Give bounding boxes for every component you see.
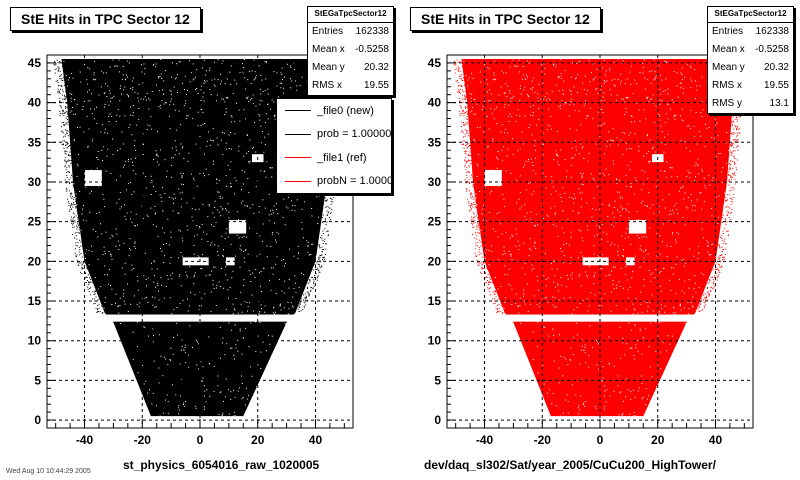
stats-box: StEGaTpcSector12 Entries 162338 Mean x -0.…	[707, 6, 794, 114]
stats-header: StEGaTpcSector12	[708, 7, 793, 23]
legend-entry: probN = 1.000000	[277, 170, 391, 194]
legend-entry: prob = 1.000000	[277, 123, 391, 147]
x-axis-title: st_physics_6054016_raw_1020005	[123, 458, 320, 472]
y-tick-label: 15	[28, 294, 42, 308]
legend-line-red	[285, 180, 311, 182]
y-tick-label: 35	[28, 135, 42, 149]
y-tick-label: 45	[28, 56, 42, 70]
legend-entry: _file1 (ref)	[277, 146, 391, 170]
y-tick-label: 15	[428, 294, 442, 308]
legend-entry: _file0 (new)	[277, 99, 391, 123]
y-tick-label: 5	[34, 373, 41, 387]
y-tick-label: 40	[28, 96, 42, 110]
y-tick-label: 25	[28, 215, 42, 229]
x-tick-label: 0	[197, 433, 204, 447]
x-tick-label: -40	[76, 433, 94, 447]
stats-row-entries: Entries 162338	[712, 26, 789, 37]
x-tick-label: -20	[134, 433, 152, 447]
dead-region-gap	[182, 257, 209, 266]
dead-region-gap	[484, 170, 502, 186]
x-tick-label: 20	[651, 433, 665, 447]
legend-line-black	[285, 133, 311, 135]
right-scatter-plot: -40 -20 0 20 40 0 5 10 15 20 25 30 35 40 45	[428, 54, 754, 447]
chart-title: StE Hits in TPC Sector 12	[410, 7, 601, 31]
y-tick-label: 0	[434, 413, 441, 427]
y-tick-label: 25	[428, 215, 442, 229]
legend-line-black	[285, 110, 311, 112]
stats-row-mean-y: Mean y 20.32	[312, 62, 389, 73]
hit-noise-layer	[463, 59, 738, 417]
footer-timestamp: Wed Aug 10 10:44:29 2005	[6, 468, 91, 475]
dead-region-gap	[225, 257, 235, 266]
x-tick-label: 40	[309, 433, 323, 447]
stats-row-entries: Entries 162338	[312, 26, 389, 37]
x-tick-label: 0	[597, 433, 604, 447]
stats-row-rms-x: RMS x 19.55	[712, 80, 789, 91]
right-pad: -40 -20 0 20 40 0 5 10 15 20 25 30 35 40 45 StE Hits i…	[400, 0, 800, 480]
x-tick-label: -20	[534, 433, 552, 447]
dead-region-gap	[582, 257, 609, 266]
dead-region-gap	[625, 257, 635, 266]
y-tick-label: 10	[28, 334, 42, 348]
legend: _file0 (new) prob = 1.000000 _file1 (ref…	[276, 98, 392, 194]
dead-region-gap	[48, 314, 352, 322]
y-tick-label: 30	[428, 175, 442, 189]
x-tick-label: -40	[476, 433, 494, 447]
stats-box: StEGaTpcSector12 Entries 162338 Mean x -0.…	[307, 6, 394, 96]
dead-region-gap	[448, 314, 752, 322]
y-tick-label: 20	[428, 254, 442, 268]
dead-region-gap	[228, 220, 247, 234]
y-tick-label: 35	[428, 135, 442, 149]
chart-title: StE Hits in TPC Sector 12	[10, 7, 201, 31]
stats-header: StEGaTpcSector12	[308, 7, 393, 23]
y-tick-label: 5	[434, 373, 441, 387]
stats-row-rms-y: RMS y 13.1	[712, 98, 789, 109]
stats-row-mean-x: Mean x -0.5258	[712, 44, 789, 55]
stats-row-mean-x: Mean x -0.5258	[312, 44, 389, 55]
y-tick-label: 45	[428, 56, 442, 70]
stats-row-mean-y: Mean y 20.32	[712, 62, 789, 73]
y-tick-label: 20	[28, 254, 42, 268]
x-tick-label: 20	[251, 433, 265, 447]
y-tick-label: 30	[28, 175, 42, 189]
dead-region-gap	[628, 220, 647, 234]
y-tick-label: 40	[428, 96, 442, 110]
dead-region-gap	[84, 170, 102, 186]
y-tick-label: 10	[428, 334, 442, 348]
legend-line-red	[285, 157, 311, 159]
stats-row-rms-x: RMS x 19.55	[312, 80, 389, 91]
x-tick-label: 40	[709, 433, 723, 447]
y-tick-label: 0	[34, 413, 41, 427]
x-axis-title: dev/daq_sl302/Sat/year_2005/CuCu200_High…	[424, 458, 716, 472]
left-pad: -40 -20 0 20 40 0 5 10 15 20 25 30 35 40 45 StE Hits i…	[6, 6, 394, 475]
